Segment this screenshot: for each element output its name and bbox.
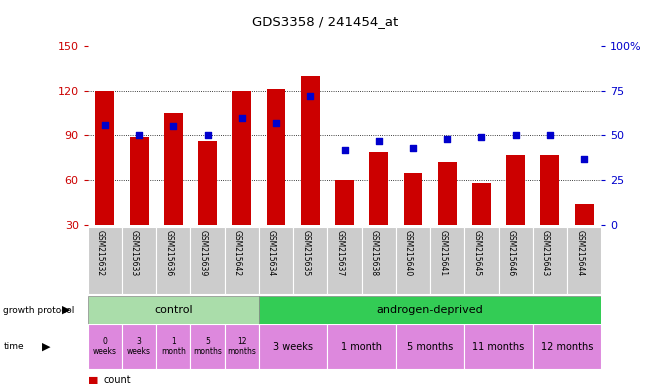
Bar <box>293 227 328 294</box>
Bar <box>328 227 361 294</box>
Bar <box>396 324 464 369</box>
Bar <box>190 227 225 294</box>
Point <box>237 114 247 121</box>
Text: 12
months: 12 months <box>227 337 256 356</box>
Bar <box>404 172 422 225</box>
Bar <box>164 113 183 225</box>
Bar <box>430 227 464 294</box>
Point <box>339 147 350 153</box>
Point <box>271 120 281 126</box>
Text: GSM215642: GSM215642 <box>233 230 242 276</box>
Bar <box>541 155 559 225</box>
Bar <box>575 204 593 225</box>
Bar <box>96 91 114 225</box>
Text: GSM215646: GSM215646 <box>506 230 515 276</box>
Text: growth protocol: growth protocol <box>3 306 75 314</box>
Bar <box>464 324 533 369</box>
Bar <box>198 141 217 225</box>
Text: androgen-deprived: androgen-deprived <box>377 305 484 315</box>
Text: ▶: ▶ <box>42 341 51 352</box>
Bar <box>506 155 525 225</box>
Point <box>476 134 487 140</box>
Bar <box>233 91 251 225</box>
Point <box>545 132 555 139</box>
Bar <box>122 227 156 294</box>
Text: GSM215635: GSM215635 <box>301 230 310 276</box>
Bar <box>533 324 601 369</box>
Point <box>408 145 418 151</box>
Text: 1
month: 1 month <box>161 337 186 356</box>
Bar <box>396 227 430 294</box>
Bar <box>301 76 320 225</box>
Bar <box>259 324 328 369</box>
Point <box>442 136 452 142</box>
Bar <box>533 227 567 294</box>
Bar <box>464 227 499 294</box>
Text: GSM215637: GSM215637 <box>335 230 345 276</box>
Bar <box>472 183 491 225</box>
Text: 3
weeks: 3 weeks <box>127 337 151 356</box>
Point <box>374 137 384 144</box>
Text: ■: ■ <box>88 375 98 384</box>
Text: count: count <box>104 375 131 384</box>
Bar <box>130 137 148 225</box>
Text: GSM215638: GSM215638 <box>370 230 379 276</box>
Point <box>134 132 144 139</box>
Bar <box>335 180 354 225</box>
Text: GSM215641: GSM215641 <box>438 230 447 276</box>
Bar <box>438 162 456 225</box>
Bar <box>369 152 388 225</box>
Bar <box>259 227 293 294</box>
Text: 0
weeks: 0 weeks <box>93 337 117 356</box>
Bar <box>361 227 396 294</box>
Text: GSM215644: GSM215644 <box>575 230 584 276</box>
Bar <box>225 227 259 294</box>
Bar <box>225 324 259 369</box>
Text: GSM215634: GSM215634 <box>267 230 276 276</box>
Text: 5 months: 5 months <box>407 341 453 352</box>
Text: control: control <box>154 305 192 315</box>
Bar <box>328 324 396 369</box>
Point <box>510 132 521 139</box>
Text: 3 weeks: 3 weeks <box>273 341 313 352</box>
Bar <box>259 296 601 324</box>
Bar <box>122 324 156 369</box>
Bar <box>499 227 533 294</box>
Bar <box>190 324 225 369</box>
Bar <box>567 227 601 294</box>
Text: GDS3358 / 241454_at: GDS3358 / 241454_at <box>252 15 398 28</box>
Text: 5
months: 5 months <box>193 337 222 356</box>
Text: GSM215643: GSM215643 <box>541 230 550 276</box>
Bar <box>88 227 122 294</box>
Text: time: time <box>3 342 24 351</box>
Bar <box>266 89 285 225</box>
Text: GSM215633: GSM215633 <box>130 230 139 276</box>
Bar <box>88 324 122 369</box>
Text: 12 months: 12 months <box>541 341 593 352</box>
Text: GSM215640: GSM215640 <box>404 230 413 276</box>
Text: 11 months: 11 months <box>473 341 525 352</box>
Point <box>579 156 590 162</box>
Point <box>168 123 179 129</box>
Bar <box>156 227 190 294</box>
Point <box>99 122 110 128</box>
Text: GSM215645: GSM215645 <box>473 230 482 276</box>
Text: GSM215632: GSM215632 <box>96 230 105 276</box>
Bar <box>88 296 259 324</box>
Text: GSM215639: GSM215639 <box>198 230 207 276</box>
Text: GSM215636: GSM215636 <box>164 230 174 276</box>
Text: 1 month: 1 month <box>341 341 382 352</box>
Bar <box>156 324 190 369</box>
Point <box>305 93 315 99</box>
Text: ▶: ▶ <box>62 305 70 315</box>
Point <box>202 132 213 139</box>
